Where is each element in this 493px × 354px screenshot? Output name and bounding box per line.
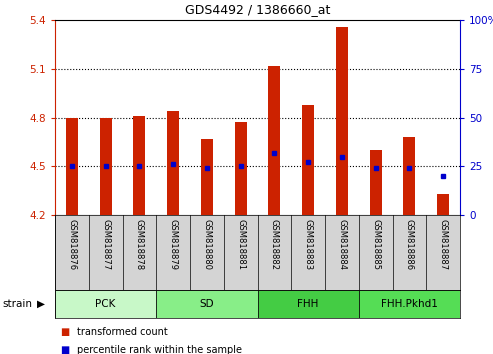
- Text: GSM818886: GSM818886: [405, 219, 414, 270]
- Bar: [437, 194, 449, 215]
- Bar: [302, 104, 314, 215]
- Text: GSM818877: GSM818877: [101, 219, 110, 270]
- Text: ■: ■: [60, 327, 69, 337]
- Text: GSM818882: GSM818882: [270, 219, 279, 270]
- Bar: [257, 290, 359, 318]
- Bar: [66, 118, 78, 215]
- Bar: [403, 137, 415, 215]
- Text: SD: SD: [200, 299, 214, 309]
- Text: transformed count: transformed count: [77, 327, 168, 337]
- Text: ■: ■: [60, 345, 69, 354]
- Text: FHH.Pkhd1: FHH.Pkhd1: [381, 299, 438, 309]
- Text: GSM818879: GSM818879: [169, 219, 177, 270]
- Bar: [359, 290, 460, 318]
- Bar: [201, 139, 213, 215]
- Text: GSM818881: GSM818881: [236, 219, 245, 270]
- Text: GSM818878: GSM818878: [135, 219, 144, 270]
- Bar: [370, 150, 382, 215]
- Text: GSM818880: GSM818880: [202, 219, 211, 270]
- Text: PCK: PCK: [96, 299, 116, 309]
- Text: GSM818887: GSM818887: [439, 219, 448, 270]
- Text: GSM818883: GSM818883: [304, 219, 313, 270]
- Text: strain: strain: [2, 299, 33, 309]
- Text: GSM818876: GSM818876: [68, 219, 76, 270]
- Bar: [134, 116, 145, 215]
- Text: ▶: ▶: [37, 299, 45, 309]
- Text: GSM818885: GSM818885: [371, 219, 380, 270]
- Text: percentile rank within the sample: percentile rank within the sample: [77, 345, 242, 354]
- Bar: [235, 122, 246, 215]
- Text: FHH: FHH: [297, 299, 319, 309]
- Bar: [55, 290, 156, 318]
- Bar: [100, 118, 111, 215]
- Bar: [156, 290, 257, 318]
- Bar: [336, 27, 348, 215]
- Bar: [167, 111, 179, 215]
- Bar: [269, 65, 281, 215]
- Text: GDS4492 / 1386660_at: GDS4492 / 1386660_at: [185, 4, 330, 16]
- Text: GSM818884: GSM818884: [337, 219, 347, 270]
